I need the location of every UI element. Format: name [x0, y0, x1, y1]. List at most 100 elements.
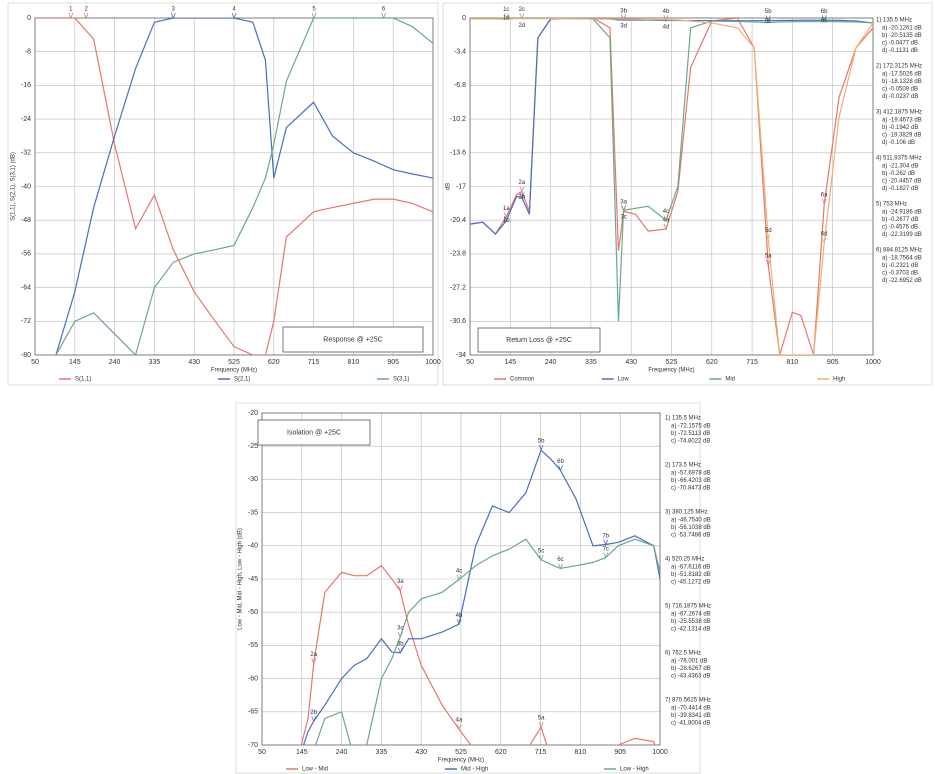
y-tick-label: -40	[21, 183, 31, 190]
readout-line: a) -67.6116 dB	[671, 565, 710, 571]
y-tick-label: -30	[248, 476, 258, 483]
readout-line: b) -0.2677 dB	[882, 217, 918, 223]
readout-line: b) -56.1038 dB	[671, 525, 711, 531]
marker	[311, 716, 317, 723]
chart-title: Response @ +25C	[323, 336, 382, 343]
readout-line: d) -22.6952 dB	[882, 278, 922, 284]
readout-line: d) -0.1827 dB	[882, 186, 918, 192]
series-group	[300, 449, 660, 745]
x-tick-label: 430	[625, 359, 637, 366]
x-tick-label: 430	[415, 749, 427, 756]
y-axis-label: S(1,1), S(2,1), S(3,1) (dB)	[11, 152, 17, 221]
marker-label: 2b	[310, 710, 317, 716]
readout-line: a) -76.001 dB	[671, 659, 707, 665]
y-axis-label: dB	[446, 183, 452, 190]
readout-line: a) -21.304 dB	[882, 164, 918, 170]
readout-line: c) -0.4576 dB	[882, 225, 918, 231]
marker-label: 5a	[765, 254, 772, 260]
legend-label: Low - Mid	[302, 767, 328, 773]
series-line	[302, 449, 660, 745]
legend-label: High	[833, 377, 845, 383]
marker	[765, 234, 771, 241]
x-tick-label: 525	[666, 359, 678, 366]
marker	[456, 619, 462, 626]
marker-label: 4c	[456, 568, 462, 574]
marker-label: 6	[382, 7, 386, 13]
x-tick-label: 620	[495, 749, 507, 756]
marker	[311, 658, 317, 665]
y-tick-label: -24	[21, 116, 31, 123]
readout-line: b) -0.1942 dB	[882, 125, 918, 131]
readout-line: b) -18.1328 dB	[882, 79, 922, 85]
marker	[456, 574, 462, 581]
marker	[519, 186, 525, 193]
marker-label: 3a	[397, 579, 404, 585]
marker-label: 5a	[538, 715, 545, 721]
x-tick-label: 715	[746, 359, 758, 366]
readout-title: 4) 520.25 MHz	[665, 557, 704, 563]
x-tick-label: 240	[336, 749, 348, 756]
marker-label: 5b	[538, 438, 545, 444]
marker-label: 1c	[503, 7, 509, 13]
readout-line: b) -25.5538 dB	[671, 619, 711, 625]
marker	[621, 204, 627, 212]
readout-line: d) -0.0237 dB	[882, 94, 918, 100]
x-tick-label: 620	[268, 359, 280, 366]
marker-label: 1b	[503, 218, 510, 224]
readout-line: c) -20.4457 dB	[882, 179, 921, 185]
marker	[231, 12, 237, 20]
readout-line: a) -19.4673 dB	[882, 118, 922, 124]
y-tick-label: -3.4	[454, 49, 466, 56]
readout-line: c) -19.3829 dB	[882, 133, 921, 139]
readout-line: b) -51.8182 dB	[671, 572, 711, 578]
readout-title: 6) 884.8125 MHz	[876, 248, 922, 254]
legend-label: S(2,1)	[234, 377, 250, 383]
readout-line: a) -67.2674 dB	[671, 612, 711, 618]
marker	[68, 12, 74, 20]
marker-label: 6d	[821, 232, 828, 238]
y-tick-label: -13.6	[450, 150, 466, 157]
marker	[765, 259, 771, 267]
readout-line: c) -74.8022 dB	[671, 439, 710, 445]
marker-label: 4c	[663, 209, 669, 215]
y-tick-label: -72	[21, 318, 31, 325]
marker-label: 3c	[620, 215, 626, 221]
marker	[538, 554, 544, 562]
marker-label: 3	[172, 7, 176, 13]
readout-title: 4) 511.9375 MHz	[876, 156, 922, 162]
y-tick-label: -40	[248, 543, 258, 550]
y-tick-label: -27.2	[450, 284, 466, 291]
readout-title: 2) 173.5 MHz	[665, 463, 701, 469]
series-line	[300, 564, 656, 745]
marker-label: 6b	[821, 9, 828, 15]
y-tick-label: -35	[248, 509, 258, 516]
readout-line: a) -57.6978 dB	[671, 471, 711, 477]
readout-line: c) -41.8004 dB	[671, 721, 710, 727]
y-tick-label: -8	[25, 49, 31, 56]
marker-label: 5b	[765, 9, 772, 15]
x-tick-label: 50	[31, 359, 39, 366]
y-tick-label: -60	[248, 675, 258, 682]
marker-label: 5	[312, 7, 316, 13]
series-line	[55, 18, 433, 355]
readout-title: 5) 753 MHz	[876, 202, 907, 208]
y-axis-label: Low - Mid, Mid - High, Low - High (dB)	[238, 528, 244, 630]
legend-label: Low - High	[620, 767, 649, 773]
marker	[663, 14, 669, 21]
marker-label: 4a	[456, 718, 463, 724]
marker-label: 1	[69, 7, 73, 13]
readout-line: a) -72.1575 dB	[671, 424, 711, 430]
x-tick-label: 905	[614, 749, 626, 756]
marker-label: 2b	[519, 194, 526, 200]
y-tick-label: 0	[27, 15, 31, 22]
x-axis-label: Frequency (MHz)	[211, 368, 257, 374]
marker	[397, 647, 403, 654]
legend-label: Low	[618, 377, 630, 383]
readout-line: c) -43.4363 dB	[671, 674, 710, 680]
y-tick-label: -80	[21, 352, 31, 359]
readout-line: b) -28.6267 dB	[671, 666, 711, 672]
marker-label: 6c	[557, 557, 563, 563]
marker	[538, 721, 544, 728]
marker-label: 2a	[519, 180, 526, 186]
